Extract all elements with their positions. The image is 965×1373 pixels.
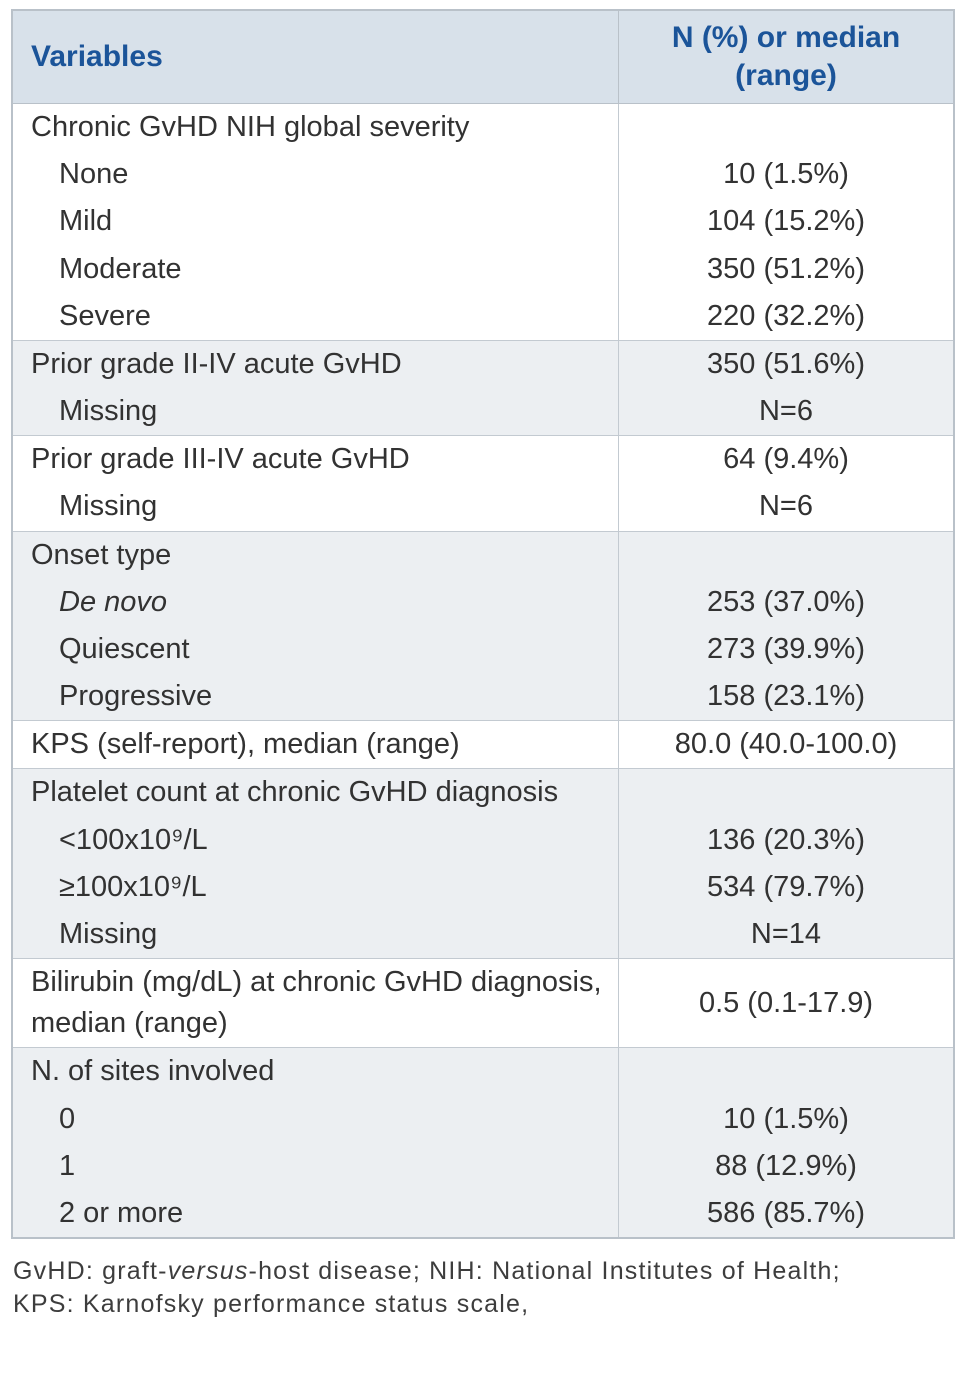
row-label: None [59,158,129,191]
footnote-line-1: GvHD: graft-versus-host disease; NIH: Na… [13,1255,955,1288]
row-value: N=6 [618,483,953,531]
row-value: 104 (15.2%) [618,198,953,246]
table-row: 1 88 (12.9%) [13,1142,953,1190]
table-row: Missing N=6 [13,388,953,436]
row-value: N=6 [618,388,953,436]
section-sites-involved: N. of sites involved 0 10 (1.5%) 1 88 (1… [13,1047,953,1238]
table-row: Onset type [13,531,953,579]
row-value: 0.5 (0.1-17.9) [618,959,953,1048]
row-label: 2 or more [59,1196,184,1229]
row-value: 220 (32.2%) [618,292,953,340]
row-label: Bilirubin (mg/dL) at chronic GvHD diagno… [31,966,602,1040]
table-header-row: Variables N (%) or median (range) [13,11,953,104]
table-row: ≥100x10⁹/L 534 (79.7%) [13,863,953,911]
table-row: None 10 (1.5%) [13,151,953,199]
column-header-variables: Variables [31,40,163,73]
row-label: Missing [59,917,158,950]
table-row: 2 or more 586 (85.7%) [13,1189,953,1238]
row-value: 534 (79.7%) [618,863,953,911]
table-row: KPS (self-report), median (range) 80.0 (… [13,721,953,769]
row-label: Severe [59,299,151,332]
row-label: Missing [59,490,158,523]
row-label: Prior grade II-IV acute GvHD [31,347,402,380]
row-label: N. of sites involved [31,1055,275,1088]
table-row: <100x10⁹/L 136 (20.3%) [13,816,953,864]
row-value: 253 (37.0%) [618,578,953,626]
row-value: 136 (20.3%) [618,816,953,864]
row-label: Missing [59,395,158,428]
table-row: Prior grade II-IV acute GvHD 350 (51.6%) [13,340,953,389]
row-value: 88 (12.9%) [618,1142,953,1190]
row-value [618,1048,953,1096]
row-value: 586 (85.7%) [618,1189,953,1238]
section-bilirubin: Bilirubin (mg/dL) at chronic GvHD diagno… [13,958,953,1048]
table-row: Mild 104 (15.2%) [13,198,953,246]
row-value [618,104,953,152]
table-row: N. of sites involved [13,1048,953,1096]
row-value [618,531,953,579]
patient-characteristics-table: Variables N (%) or median (range) Chroni… [11,9,955,1240]
row-value: 80.0 (40.0-100.0) [618,721,953,769]
row-label: Chronic GvHD NIH global severity [31,111,470,143]
row-label: ≥100x10⁹/L [59,870,207,903]
row-value: 350 (51.2%) [618,245,953,293]
table-row: Moderate 350 (51.2%) [13,245,953,293]
section-prior-grade-ii-iv: Prior grade II-IV acute GvHD 350 (51.6%)… [13,339,953,436]
footnote-italic-text: versus [167,1257,249,1286]
footnote-text: -host disease; NIH: National Institutes … [248,1257,841,1286]
row-value: N=14 [618,910,953,959]
row-value: 158 (23.1%) [618,673,953,721]
section-kps: KPS (self-report), median (range) 80.0 (… [13,720,953,769]
table-row: Quiescent 273 (39.9%) [13,625,953,674]
table-row: Severe 220 (32.2%) [13,292,953,340]
row-label: Quiescent [59,632,190,665]
section-chronic-gvhd-severity: Chronic GvHD NIH global severity None 10… [13,104,953,340]
section-prior-grade-iii-iv: Prior grade III-IV acute GvHD 64 (9.4%) … [13,435,953,531]
row-value: 350 (51.6%) [618,340,953,389]
row-label: Platelet count at chronic GvHD diagnosis [31,776,559,809]
section-onset-type: Onset type De novo 253 (37.0%) Quiescent… [13,530,953,721]
footnote-line-2: KPS: Karnofsky performance status scale, [13,1290,530,1319]
table-row: De novo 253 (37.0%) [13,578,953,626]
row-label: De novo [59,585,168,618]
footnote-text: GvHD: graft- [13,1257,168,1286]
table-row: Missing N=6 [13,483,953,531]
row-value: 273 (39.9%) [618,625,953,674]
row-label: <100x10⁹/L [59,823,208,856]
table-row: Progressive 158 (23.1%) [13,673,953,721]
row-label: Onset type [31,538,172,571]
table-row: Missing N=14 [13,910,953,959]
row-value: 64 (9.4%) [618,436,953,484]
row-label: 0 [59,1102,76,1135]
row-label: 1 [59,1149,76,1182]
column-header-values: N (%) or median (range) [618,11,953,103]
table-row: Prior grade III-IV acute GvHD 64 (9.4%) [13,436,953,484]
section-platelet-count: Platelet count at chronic GvHD diagnosis… [13,768,953,959]
table-footnote: GvHD: graft-versus-host disease; NIH: Na… [13,1255,955,1321]
row-value [618,769,953,817]
row-value: 10 (1.5%) [618,1095,953,1143]
table-row: Platelet count at chronic GvHD diagnosis [13,769,953,817]
row-value: 10 (1.5%) [618,151,953,199]
row-label: Progressive [59,680,213,713]
table-row: Bilirubin (mg/dL) at chronic GvHD diagno… [13,959,953,1048]
table-row: 0 10 (1.5%) [13,1095,953,1143]
table-row: Chronic GvHD NIH global severity [13,104,953,152]
row-label: Mild [59,205,113,238]
row-label: Moderate [59,252,182,285]
row-label: KPS (self-report), median (range) [31,728,460,761]
row-label: Prior grade III-IV acute GvHD [31,443,410,476]
